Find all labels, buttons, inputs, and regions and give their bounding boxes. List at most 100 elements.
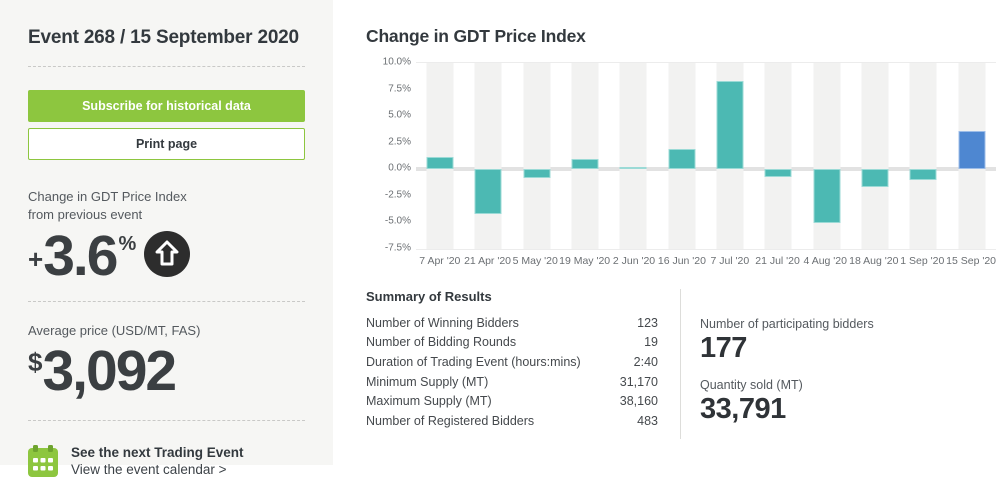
x-tick-label: 18 Aug '20 [849, 255, 899, 267]
y-tick-label: 10.0% [382, 56, 411, 68]
summary-row-label: Minimum Supply (MT) [366, 374, 489, 389]
summary-row: Number of Bidding Rounds 19 [366, 333, 658, 353]
summary-row-value: 483 [637, 413, 658, 428]
chart-bar [523, 169, 551, 178]
next-event-text: See the next Trading Event View the even… [71, 445, 244, 477]
chart-slot [513, 63, 561, 249]
summary-row-value: 19 [644, 335, 658, 350]
chart-zero-line [416, 167, 996, 172]
chart-band [474, 63, 502, 249]
main-content: Change in GDT Price Index 10.0% 7.5% 5.0% 2… [333, 0, 1000, 465]
summary-row: Number of Winning Bidders 123 [366, 313, 658, 333]
summary-row-value: 38,160 [619, 394, 658, 409]
chart-bar [861, 169, 889, 188]
next-event-calendar-link[interactable]: View the event calendar > [71, 461, 227, 477]
chart-bar [426, 156, 454, 170]
chart-slot [658, 63, 706, 249]
summary-row: Maximum Supply (MT) 38,160 [366, 391, 658, 411]
chart-slot [754, 63, 802, 249]
chart-slot [464, 63, 512, 249]
gdt-price-index-chart: 10.0% 7.5% 5.0% 2.5% 0.0% -2.5% -5.0% -7.5% [366, 57, 1000, 254]
avg-price-label: Average price (USD/MT, FAS) [28, 323, 201, 339]
summary-row-value: 2:40 [633, 354, 658, 369]
next-event-link[interactable]: See the next Trading Event View the even… [28, 444, 305, 477]
x-tick-label: 19 May '20 [559, 255, 611, 267]
avg-price-currency: $ [28, 346, 43, 377]
x-tick-label: 21 Apr '20 [464, 255, 512, 267]
chart-bar [813, 169, 841, 224]
chart-x-axis: 7 Apr '20 21 Apr '20 5 May '20 19 May '20 2 … [416, 255, 996, 267]
x-tick-label: 16 Jun '20 [657, 255, 706, 267]
summary-stats: Number of participating bidders 177 Quanti… [680, 289, 874, 439]
change-sign: + [28, 244, 44, 275]
summary-rows: Number of Winning Bidders 123 Number of Bi… [366, 313, 658, 431]
summary-row-label: Maximum Supply (MT) [366, 394, 492, 409]
avg-price-value: 3,092 [42, 338, 177, 403]
chart-slot [803, 63, 851, 249]
subscribe-button[interactable]: Subscribe for historical data [28, 90, 305, 122]
change-value: 3.6 [43, 224, 118, 289]
summary-table: Summary of Results Number of Winning Bid… [366, 289, 658, 439]
chart-slot [851, 63, 899, 249]
summary-row-label: Number of Bidding Rounds [366, 335, 517, 350]
chart-slot [899, 63, 947, 249]
chart-band [523, 63, 551, 249]
stat-block: Number of participating bidders 177 [700, 317, 874, 365]
summary-section: Summary of Results Number of Winning Bid… [366, 289, 1000, 439]
chart-band [909, 63, 937, 249]
chart-slot [561, 63, 609, 249]
chart-slot [706, 63, 754, 249]
x-tick-label: 7 Jul '20 [710, 255, 750, 267]
chart-bar [716, 81, 744, 170]
chart-band [571, 63, 599, 249]
chart-band [764, 63, 792, 249]
y-tick-label: -2.5% [384, 189, 411, 201]
event-sidebar: Event 268 / 15 September 2020 Subscribe … [0, 0, 333, 477]
y-tick-label: -7.5% [384, 242, 411, 254]
x-tick-label: 15 Sep '20 [946, 255, 997, 267]
summary-row-label: Duration of Trading Event (hours:mins) [366, 354, 581, 369]
chart-slot [948, 63, 996, 249]
chart-bar [668, 149, 696, 170]
y-tick-label: 2.5% [388, 136, 411, 148]
calendar-icon [28, 444, 58, 477]
x-tick-label: 1 Sep '20 [900, 255, 945, 267]
chart-bar [571, 158, 599, 170]
x-tick-label: 4 Aug '20 [803, 255, 847, 267]
next-event-title: See the next Trading Event [71, 444, 244, 460]
summary-row: Minimum Supply (MT) 31,170 [366, 372, 658, 392]
chart-bar [909, 169, 937, 180]
summary-row-value: 31,170 [619, 374, 658, 389]
chart-bar [764, 169, 792, 177]
chart-band [861, 63, 889, 249]
divider [28, 301, 305, 303]
arrow-up-circle-icon [144, 231, 191, 278]
chart-y-axis: 10.0% 7.5% 5.0% 2.5% 0.0% -2.5% -5.0% -7.5% [366, 57, 416, 254]
y-tick-label: 5.0% [388, 109, 411, 121]
x-tick-label: 7 Apr '20 [419, 255, 461, 267]
stat-label: Quantity sold (MT) [700, 378, 803, 392]
y-tick-label: -5.0% [384, 215, 411, 227]
event-title: Event 268 / 15 September 2020 [28, 27, 299, 48]
divider [28, 419, 305, 421]
summary-row: Duration of Trading Event (hours:mins) 2:… [366, 352, 658, 372]
change-index-stat: + 3.6 % [28, 228, 305, 285]
print-page-button[interactable]: Print page [28, 128, 305, 160]
chart-slot [416, 63, 464, 249]
chart-band [426, 63, 454, 249]
avg-price-stat: $3,092 [28, 342, 305, 400]
x-tick-label: 21 Jul '20 [755, 255, 800, 267]
change-index-label-line2: from previous event [28, 207, 143, 223]
stat-label: Number of participating bidders [700, 317, 874, 331]
chart-slot [609, 63, 657, 249]
chart-bar [474, 169, 502, 214]
chart-slots [416, 63, 996, 249]
chart-bar [619, 167, 647, 170]
summary-row-label: Number of Registered Bidders [366, 413, 535, 428]
divider [28, 66, 305, 67]
summary-row: Number of Registered Bidders 483 [366, 411, 658, 431]
stat-block: Quantity sold (MT) 33,791 [700, 378, 874, 426]
chart-band [619, 63, 647, 249]
y-tick-label: 7.5% [388, 83, 411, 95]
stat-value: 33,791 [700, 393, 786, 425]
